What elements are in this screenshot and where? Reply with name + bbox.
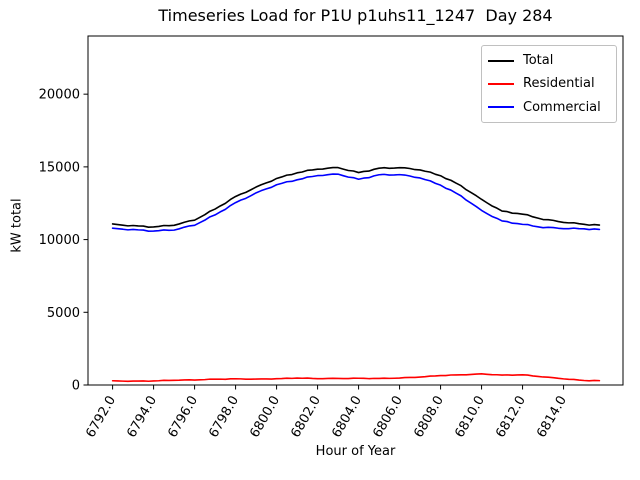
legend-line-sample-commercial <box>488 106 514 109</box>
y-tick-label: 20000 <box>39 88 80 103</box>
legend-item-total: Total <box>488 54 610 67</box>
y-tick-label: 0 <box>72 379 80 394</box>
x-tick-label: 6800.0 <box>247 394 283 441</box>
series-line-total <box>111 166 601 228</box>
y-tick-label: 10000 <box>39 233 80 248</box>
y-tick-label: 15000 <box>39 160 80 175</box>
y-tick-label: 5000 <box>47 306 80 321</box>
legend-label: Total <box>523 53 554 69</box>
legend-line-sample-residential <box>488 82 514 85</box>
x-tick-label: 6812.0 <box>493 394 529 441</box>
x-tick-label: 6814.0 <box>534 394 570 441</box>
legend-item-residential: Residential <box>488 77 610 90</box>
legend-item-commercial: Commercial <box>488 101 610 114</box>
x-axis-label: Hour of Year <box>315 444 396 459</box>
x-tick-label: 6808.0 <box>411 394 447 441</box>
x-tick-label: 6794.0 <box>124 394 160 441</box>
chart-title: Timeseries Load for P1U p1uhs11_1247 Day… <box>158 6 553 25</box>
x-tick-label: 6802.0 <box>288 394 324 441</box>
axes-frame <box>87 35 624 386</box>
x-tick-label: 6792.0 <box>83 394 119 441</box>
legend-label: Residential <box>523 76 595 92</box>
series-line-residential <box>111 373 601 383</box>
series-line-commercial <box>111 173 601 233</box>
x-tick-label: 6810.0 <box>452 394 488 441</box>
y-axis-label: kW total <box>9 198 25 253</box>
legend: Total Residential Commercial <box>481 45 617 123</box>
legend-line-sample-total <box>488 59 514 62</box>
x-tick-label: 6796.0 <box>165 394 201 441</box>
x-tick-label: 6806.0 <box>370 394 406 441</box>
legend-label: Commercial <box>523 99 601 115</box>
x-tick-label: 6798.0 <box>206 394 242 441</box>
x-tick-label: 6804.0 <box>329 394 365 441</box>
